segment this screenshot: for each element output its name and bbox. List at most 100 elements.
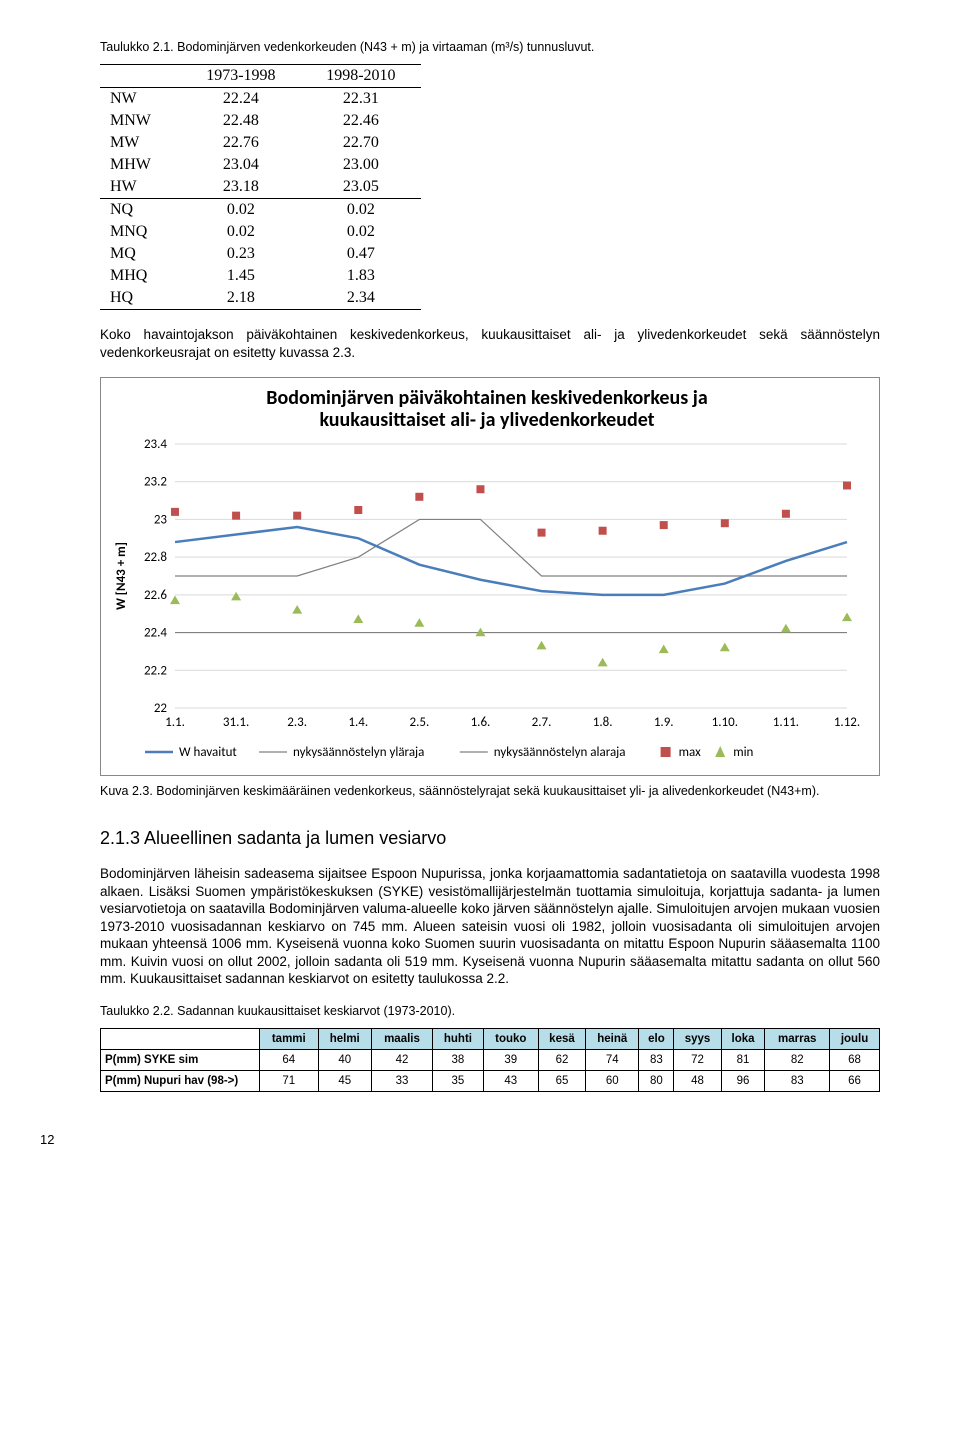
data-cell: 80 [639,1070,674,1091]
cell-b: 0.47 [301,243,421,265]
data-cell: 68 [830,1049,880,1070]
svg-text:2.5.: 2.5. [409,715,429,730]
month-header: tammi [260,1028,319,1049]
row-label: P(mm) Nupuri hav (98->) [101,1070,260,1091]
table-row: P(mm) SYKE sim644042383962748372818268 [101,1049,880,1070]
svg-text:kuukausittaiset ali- ja ylived: kuukausittaiset ali- ja ylivedenkorkeude… [319,408,654,432]
cell-b: 23.05 [301,176,421,199]
row-label: MQ [100,243,181,265]
page-number: 12 [0,1132,960,1167]
table-row: NW22.2422.31 [100,88,421,111]
cell-b: 22.31 [301,88,421,111]
month-header: kesä [538,1028,585,1049]
svg-text:Bodominjärven päiväkohtainen k: Bodominjärven päiväkohtainen keskivedenk… [266,386,707,410]
data-cell: 96 [721,1070,765,1091]
cell-a: 22.24 [181,88,301,111]
svg-text:W havaitut: W havaitut [179,745,237,760]
data-cell: 40 [318,1049,371,1070]
cell-b: 22.46 [301,110,421,132]
cell-a: 1.45 [181,265,301,287]
data-cell: 43 [483,1070,538,1091]
row-label: MHW [100,154,181,176]
chart-caption: Kuva 2.3. Bodominjärven keskimääräinen v… [100,784,880,798]
month-header: marras [765,1028,830,1049]
svg-text:22.8: 22.8 [144,550,167,565]
data-cell: 39 [483,1049,538,1070]
data-cell: 35 [433,1070,484,1091]
cell-a: 22.48 [181,110,301,132]
svg-text:1.6.: 1.6. [471,715,491,730]
data-cell: 60 [586,1070,639,1091]
svg-text:22.6: 22.6 [144,588,167,603]
paragraph-2: Bodominjärven läheisin sadeasema sijaits… [100,865,880,988]
table2-caption: Taulukko 2.2. Sadannan kuukausittaiset k… [100,1004,880,1018]
table-row: MHW23.0423.00 [100,154,421,176]
data-cell: 83 [765,1070,830,1091]
data-cell: 66 [830,1070,880,1091]
svg-text:1.9.: 1.9. [654,715,674,730]
table-row: MQ0.230.47 [100,243,421,265]
svg-text:2.3.: 2.3. [287,715,307,730]
cell-a: 0.02 [181,221,301,243]
table-row: MW22.7622.70 [100,132,421,154]
cell-b: 23.00 [301,154,421,176]
svg-text:1.4.: 1.4. [348,715,368,730]
svg-text:nykysäännöstelyn yläraja: nykysäännöstelyn yläraja [293,745,424,760]
paragraph-1: Koko havaintojakson päiväkohtainen keski… [100,326,880,361]
svg-text:1.1.: 1.1. [165,715,185,730]
data-cell: 45 [318,1070,371,1091]
svg-text:23.2: 23.2 [144,475,167,490]
month-header: syys [674,1028,721,1049]
cell-a: 0.23 [181,243,301,265]
month-header: joulu [830,1028,880,1049]
table1: 1973-1998 1998-2010 NW22.2422.31MNW22.48… [100,64,421,310]
table-row: HQ2.182.34 [100,287,421,310]
data-cell: 33 [371,1070,432,1091]
data-cell: 82 [765,1049,830,1070]
row-label: HW [100,176,181,199]
table-row: P(mm) Nupuri hav (98->)71453335436560804… [101,1070,880,1091]
data-cell: 48 [674,1070,721,1091]
month-header: touko [483,1028,538,1049]
row-label: MHQ [100,265,181,287]
cell-b: 22.70 [301,132,421,154]
svg-text:23: 23 [154,513,168,528]
cell-a: 0.02 [181,199,301,222]
svg-text:1.12.: 1.12. [834,715,860,730]
table1-caption: Taulukko 2.1. Bodominjärven vedenkorkeud… [100,40,880,54]
month-header: helmi [318,1028,371,1049]
svg-text:W [N43 + m]: W [N43 + m] [114,542,129,610]
cell-a: 22.76 [181,132,301,154]
table-row: MNW22.4822.46 [100,110,421,132]
data-cell: 71 [260,1070,319,1091]
cell-b: 2.34 [301,287,421,310]
cell-a: 23.04 [181,154,301,176]
cell-b: 0.02 [301,221,421,243]
svg-text:nykysäännöstelyn alaraja: nykysäännöstelyn alaraja [494,745,626,760]
svg-text:22.2: 22.2 [144,663,167,678]
month-header: heinä [586,1028,639,1049]
data-cell: 81 [721,1049,765,1070]
table1-header-b: 1998-2010 [301,65,421,88]
row-label: MNW [100,110,181,132]
svg-text:min: min [733,745,753,760]
row-label: NW [100,88,181,111]
svg-text:22: 22 [154,701,168,716]
month-header: huhti [433,1028,484,1049]
data-cell: 72 [674,1049,721,1070]
data-cell: 42 [371,1049,432,1070]
svg-text:22.4: 22.4 [144,626,167,641]
month-header: maalis [371,1028,432,1049]
cell-b: 0.02 [301,199,421,222]
data-cell: 62 [538,1049,585,1070]
svg-text:31.1.: 31.1. [223,715,249,730]
cell-a: 2.18 [181,287,301,310]
svg-text:23.4: 23.4 [144,437,167,452]
table1-header-blank [100,65,181,88]
row-label: NQ [100,199,181,222]
table1-header-a: 1973-1998 [181,65,301,88]
data-cell: 65 [538,1070,585,1091]
svg-text:1.8.: 1.8. [593,715,613,730]
svg-text:1.10.: 1.10. [712,715,738,730]
table-row: NQ0.020.02 [100,199,421,222]
